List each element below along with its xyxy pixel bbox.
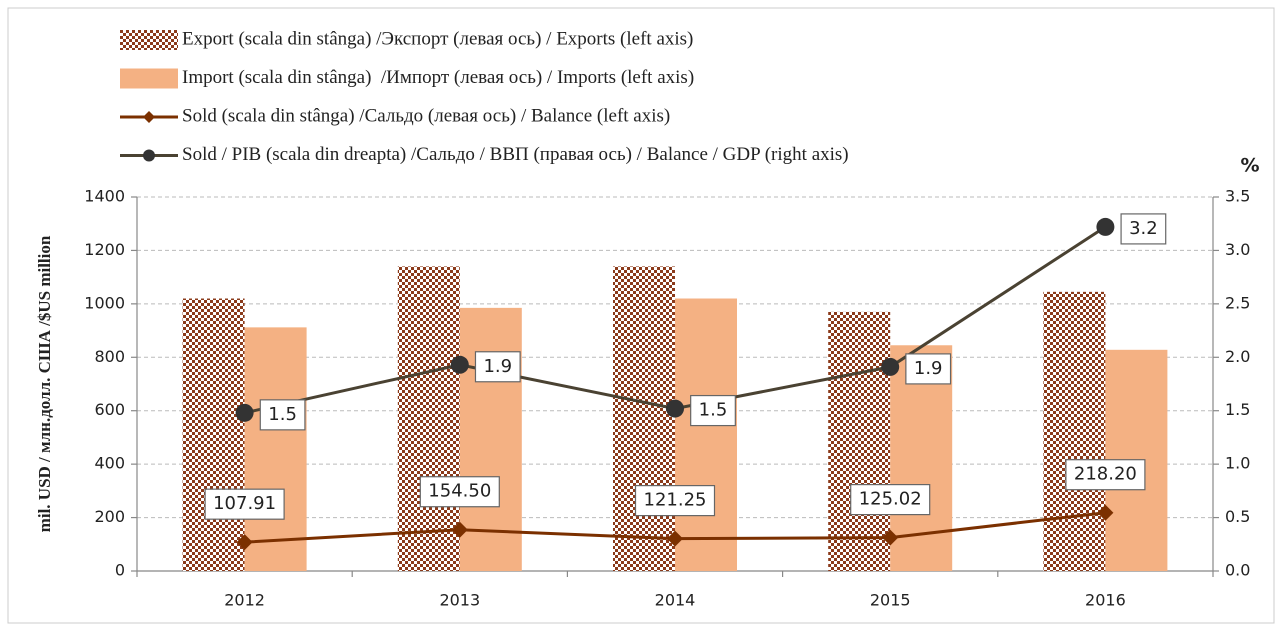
bar [397,266,460,571]
legend-marker [143,149,155,162]
point [667,530,683,547]
y-axis-label: mil. USD / млн.долл. США /$US million [35,235,54,532]
y-tick-label: 1400 [84,187,125,206]
y2-tick-label: 3.5 [1225,187,1250,206]
data-label-box [259,399,306,431]
x-tick-label: 2012 [224,591,265,610]
y2-tick-label: 2.0 [1225,347,1250,366]
point [881,357,900,376]
legend-label: Import (scala din stânga) /Импорт (левая… [182,67,694,88]
y-tick-label: 400 [94,454,125,473]
data-label-box [634,485,716,517]
y-tick-label: 0 [115,561,125,580]
data-label: 1.5 [259,399,306,431]
data-label-text: 107.91 [213,493,276,514]
point [236,534,253,551]
legend-swatch [120,68,178,89]
bar [244,327,307,571]
x-tick-label: 2015 [870,591,911,610]
legend-label: Sold / PIB (scala din dreapta) /Сальдо /… [182,144,849,165]
legend-swatch [120,30,178,50]
data-label-text: 218.20 [1074,464,1137,485]
x-tick-label: 2014 [655,591,696,610]
bar [1043,291,1106,571]
data-label: 125.02 [850,484,931,516]
point [451,521,468,538]
point [882,529,899,546]
y2-tick-label: 2.5 [1225,293,1250,312]
data-label: 121.25 [634,485,716,517]
data-label-text: 154.50 [428,481,491,502]
legend-label: Export (scala din stânga) /Экспорт (лева… [182,28,693,49]
y2-axis-label: % [1240,155,1259,177]
bar [675,298,737,571]
point [450,355,469,374]
data-label-box [474,351,521,383]
y-tick-label: 200 [94,507,125,526]
y-tick-label: 800 [94,347,125,366]
legend-marker [143,111,155,123]
y2-tick-label: 1.5 [1225,400,1250,419]
data-label-text: 1.5 [699,400,728,421]
data-label-box [1065,459,1146,491]
point [1096,217,1115,236]
y2-tick-label: 0.5 [1225,507,1250,526]
data-label: 218.20 [1065,459,1146,491]
data-label-box [1120,213,1167,245]
y2-tick-label: 1.0 [1225,454,1250,473]
data-label: 154.50 [419,476,500,508]
data-label-text: 121.25 [644,490,707,511]
data-label-box [850,484,931,516]
frame [7,7,1275,624]
data-label: 1.5 [690,394,736,427]
data-label-text: 3.2 [1129,218,1158,239]
x-tick-label: 2013 [439,591,480,610]
data-label-box [905,353,952,385]
y2-tick-label: 3.0 [1225,240,1250,259]
y-tick-label: 1000 [84,293,125,312]
data-label: 3.2 [1120,213,1167,245]
data-label-box [419,476,500,508]
bar [182,298,245,571]
data-label: 1.9 [905,353,952,385]
data-label: 107.91 [204,488,285,520]
y-tick-label: 600 [94,400,125,419]
point [235,403,254,422]
data-label-box [690,394,736,427]
data-label: 1.9 [474,351,521,383]
y-tick-label: 1200 [84,240,125,259]
x-tick-label: 2016 [1085,591,1126,610]
legend-label: Sold (scala din stânga) /Сальдо (левая о… [182,105,670,126]
data-label-text: 1.9 [914,358,943,379]
data-label-text: 125.02 [859,489,922,510]
point [1097,504,1114,521]
point [666,399,684,418]
data-label-box [204,488,285,520]
data-label-text: 1.9 [483,356,512,377]
bar [828,311,891,571]
bar [613,266,675,571]
y2-tick-label: 0.0 [1225,561,1250,580]
data-label-text: 1.5 [268,404,297,425]
